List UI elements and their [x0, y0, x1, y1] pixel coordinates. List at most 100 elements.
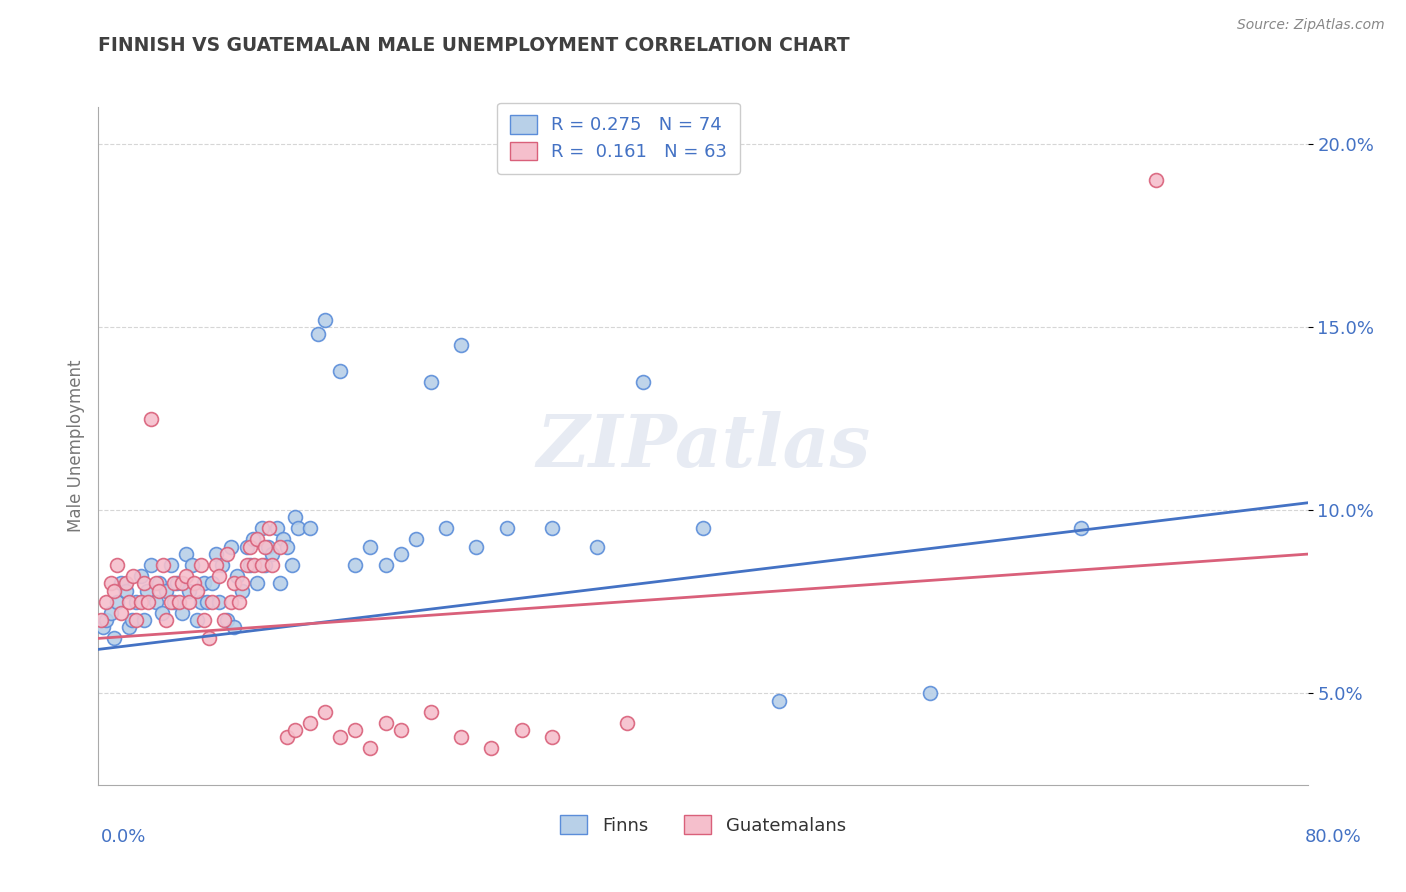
Point [167, 595, 190, 609]
Point [495, 521, 517, 535]
Point [110, 606, 132, 620]
Point [215, 613, 238, 627]
Point [389, 723, 412, 737]
Point [246, 533, 269, 547]
Point [205, 547, 228, 561]
Text: 80.0%: 80.0% [1305, 828, 1361, 846]
Point [212, 613, 235, 627]
Point [329, 731, 352, 745]
Point [155, 583, 177, 598]
Text: FINNISH VS GUATEMALAN MALE UNEMPLOYMENT CORRELATION CHART: FINNISH VS GUATEMALAN MALE UNEMPLOYMENT … [98, 36, 851, 54]
Point [105, 558, 128, 573]
Point [129, 569, 152, 583]
Point [193, 613, 215, 627]
Point [284, 723, 307, 737]
Point [360, 540, 382, 554]
Point [94, 613, 117, 627]
Point [135, 583, 157, 598]
Point [389, 547, 412, 561]
Point [481, 741, 503, 756]
Y-axis label: Male Unemployment: Male Unemployment [66, 359, 84, 533]
Point [163, 595, 186, 609]
Point [284, 510, 307, 524]
Point [160, 558, 183, 573]
Point [250, 521, 273, 535]
Point [262, 547, 284, 561]
Point [276, 731, 298, 745]
Point [129, 595, 152, 609]
Point [152, 558, 174, 573]
Point [100, 606, 122, 620]
Point [450, 338, 472, 352]
Point [166, 576, 188, 591]
Point [201, 595, 224, 609]
Point [540, 731, 562, 745]
Point [208, 569, 231, 583]
Point [405, 533, 427, 547]
Point [276, 540, 298, 554]
Point [239, 558, 262, 573]
Point [174, 569, 197, 583]
Point [540, 521, 562, 535]
Point [344, 723, 367, 737]
Point [631, 375, 654, 389]
Point [269, 576, 291, 591]
Point [121, 613, 143, 627]
Point [163, 576, 186, 591]
Point [100, 576, 122, 591]
Text: Source: ZipAtlas.com: Source: ZipAtlas.com [1237, 18, 1385, 32]
Point [170, 576, 193, 591]
Point [266, 521, 288, 535]
Point [287, 521, 309, 535]
Point [148, 576, 170, 591]
Point [253, 540, 276, 554]
Point [257, 521, 280, 535]
Point [465, 540, 488, 554]
Point [118, 620, 141, 634]
Point [374, 715, 396, 730]
Point [118, 595, 141, 609]
Point [90, 613, 112, 627]
Point [110, 576, 132, 591]
Point [420, 705, 443, 719]
Point [239, 540, 262, 554]
Point [242, 533, 264, 547]
Point [1070, 521, 1092, 535]
Point [269, 540, 291, 554]
Point [231, 576, 253, 591]
Point [186, 613, 208, 627]
Point [616, 715, 638, 730]
Point [103, 583, 125, 598]
Point [125, 595, 148, 609]
Point [114, 583, 136, 598]
Point [450, 731, 472, 745]
Point [307, 327, 329, 342]
Point [918, 686, 941, 700]
Point [205, 558, 228, 573]
Point [193, 576, 215, 591]
Point [145, 595, 167, 609]
Point [190, 558, 212, 573]
Point [132, 576, 155, 591]
Point [122, 569, 145, 583]
Point [235, 558, 257, 573]
Point [155, 613, 177, 627]
Point [434, 521, 457, 535]
Point [281, 558, 304, 573]
Point [344, 558, 367, 573]
Point [246, 576, 269, 591]
Point [271, 533, 294, 547]
Point [208, 595, 231, 609]
Text: 0.0%: 0.0% [101, 828, 146, 846]
Point [256, 540, 278, 554]
Point [141, 558, 163, 573]
Point [181, 558, 204, 573]
Point [224, 620, 246, 634]
Point [299, 715, 322, 730]
Point [224, 576, 246, 591]
Point [211, 558, 233, 573]
Point [250, 558, 273, 573]
Point [314, 312, 336, 326]
Point [329, 364, 352, 378]
Point [186, 583, 208, 598]
